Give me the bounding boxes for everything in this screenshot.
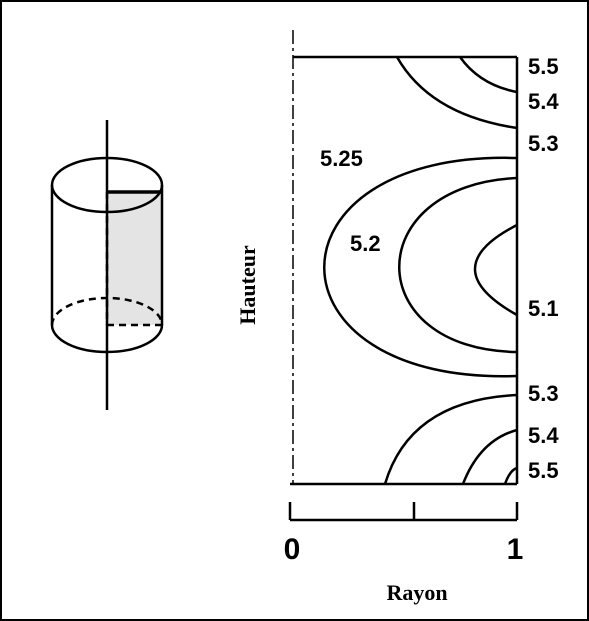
x-axis-label: Rayon (386, 580, 447, 605)
contours (323, 56, 518, 485)
contour-label: 5.4 (528, 89, 559, 114)
contour-label: 5.5 (528, 54, 559, 79)
contour-label: 5.4 (528, 423, 559, 448)
x-axis (288, 502, 519, 522)
contour-label: 5.2 (350, 231, 381, 256)
x-tick-label: 1 (507, 533, 524, 566)
plot-frame (290, 30, 519, 486)
y-axis-label: Hauteur (235, 245, 260, 325)
contour-label: 5.25 (320, 146, 363, 171)
contour-label: 5.1 (528, 296, 559, 321)
contour-label: 5.3 (528, 381, 559, 406)
x-tick-label: 0 (284, 533, 301, 566)
contour-label: 5.3 (528, 131, 559, 156)
contour-label: 5.5 (528, 458, 559, 483)
cylinder (50, 120, 164, 410)
